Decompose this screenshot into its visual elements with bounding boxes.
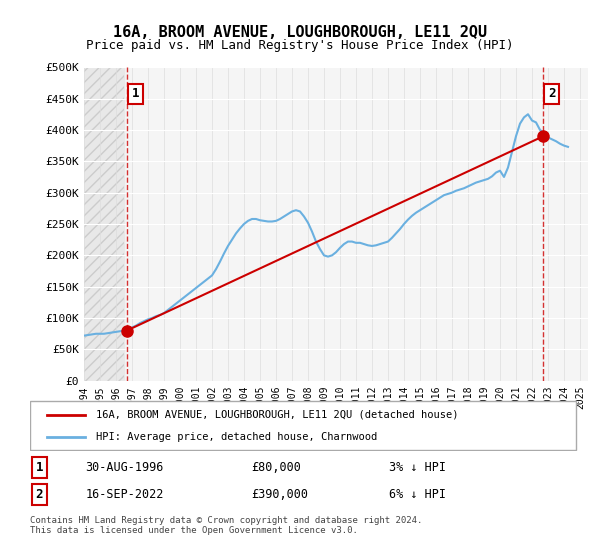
Text: Price paid vs. HM Land Registry's House Price Index (HPI): Price paid vs. HM Land Registry's House … [86,39,514,52]
Text: 1: 1 [131,87,139,100]
Text: £390,000: £390,000 [251,488,308,501]
Text: 2: 2 [548,87,556,100]
Text: HPI: Average price, detached house, Charnwood: HPI: Average price, detached house, Char… [96,432,377,442]
Bar [84,67,124,381]
Text: Contains HM Land Registry data © Crown copyright and database right 2024.
This d: Contains HM Land Registry data © Crown c… [30,516,422,535]
Text: 16A, BROOM AVENUE, LOUGHBOROUGH, LE11 2QU: 16A, BROOM AVENUE, LOUGHBOROUGH, LE11 2Q… [113,25,487,40]
Text: 2: 2 [35,488,43,501]
Text: 6% ↓ HPI: 6% ↓ HPI [389,488,446,501]
Bar [84,67,124,381]
FancyBboxPatch shape [30,402,577,450]
Text: 1: 1 [35,461,43,474]
Text: 3% ↓ HPI: 3% ↓ HPI [389,461,446,474]
Text: £80,000: £80,000 [251,461,301,474]
Text: 16-SEP-2022: 16-SEP-2022 [85,488,164,501]
Text: 16A, BROOM AVENUE, LOUGHBOROUGH, LE11 2QU (detached house): 16A, BROOM AVENUE, LOUGHBOROUGH, LE11 2Q… [96,409,459,419]
Text: 30-AUG-1996: 30-AUG-1996 [85,461,164,474]
